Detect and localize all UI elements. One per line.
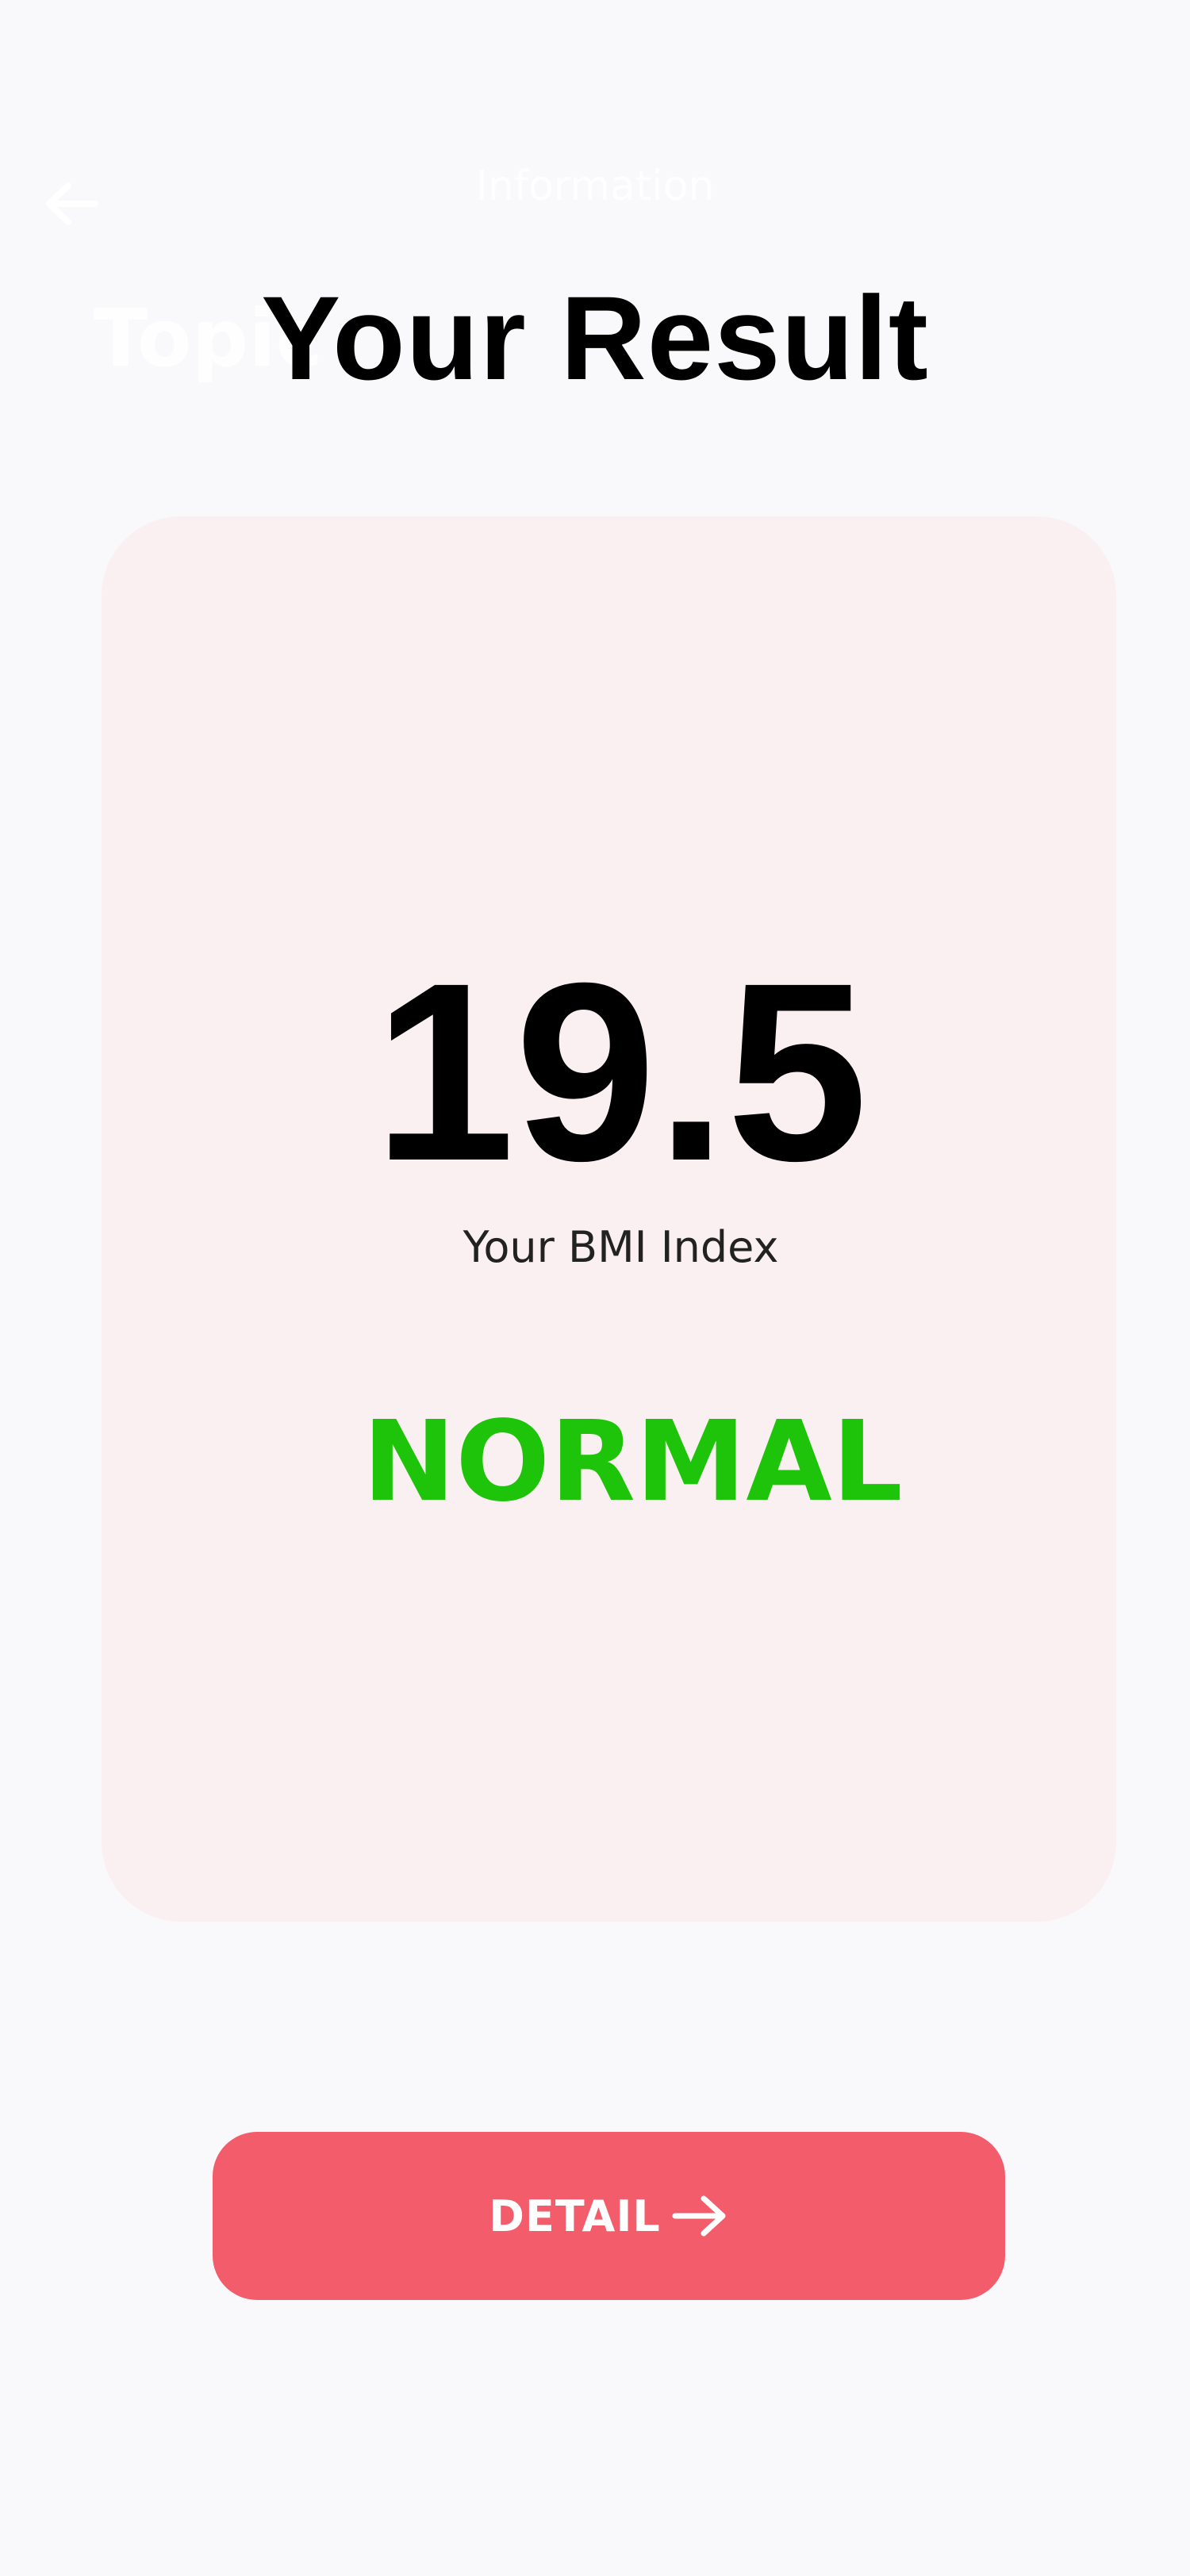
bmi-caption: Your BMI Index xyxy=(463,1222,779,1272)
page-title: Your Result xyxy=(261,271,929,404)
arrow-right-icon xyxy=(672,2194,729,2238)
detail-button-label: DETAIL xyxy=(489,2191,661,2241)
back-button[interactable] xyxy=(40,176,103,232)
detail-button[interactable]: DETAIL xyxy=(213,2132,1005,2300)
result-card: 19.5 Your BMI Index NORMAL xyxy=(102,516,1116,1922)
bmi-value: 19.5 xyxy=(374,930,868,1213)
nav-title: Information xyxy=(475,163,715,210)
arrow-left-icon xyxy=(40,176,103,232)
bmi-status: NORMAL xyxy=(363,1397,903,1527)
topic-label: Topic xyxy=(94,292,323,385)
